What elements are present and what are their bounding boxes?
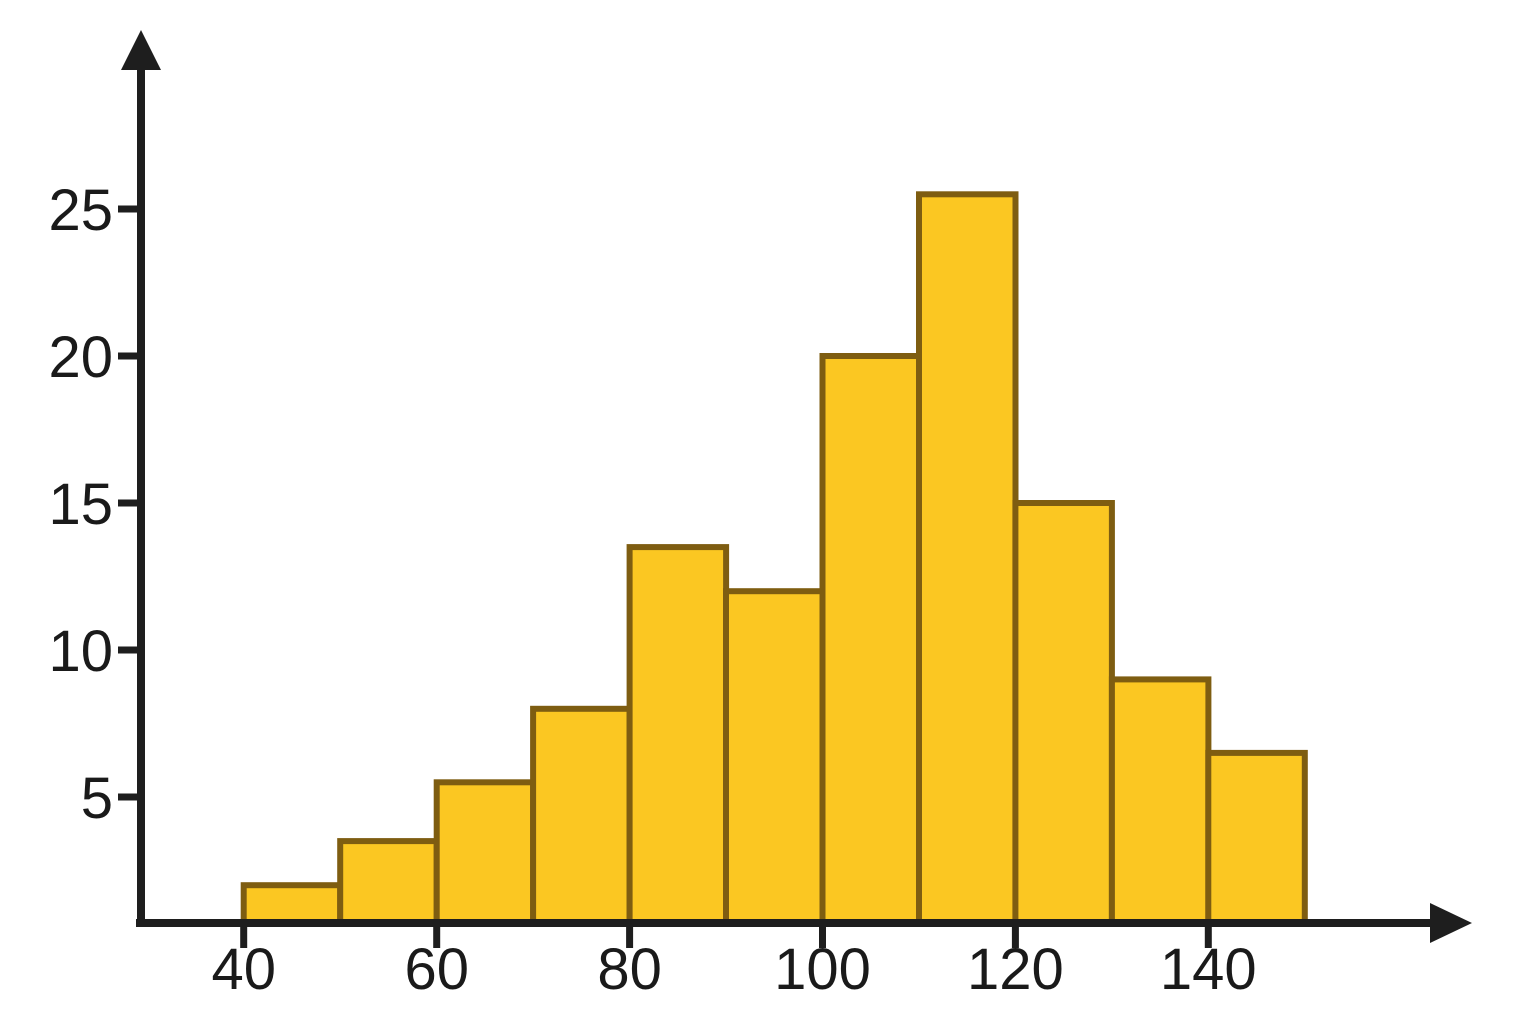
x-axis-tick-label: 140 <box>1160 937 1257 1002</box>
histogram-bar <box>240 882 344 927</box>
histogram-bar <box>626 544 730 926</box>
histogram-bar <box>1012 500 1115 926</box>
y-axis-arrowhead-icon <box>121 30 161 70</box>
histogram-bar <box>723 588 826 926</box>
histogram-bar <box>337 838 440 926</box>
histogram-bar <box>530 705 633 926</box>
y-axis-tick-label: 15 <box>48 472 113 537</box>
y-axis-tick-label: 25 <box>48 178 113 243</box>
histogram-bar <box>1108 676 1212 927</box>
x-axis-tick-label: 40 <box>211 937 276 1002</box>
histogram-bar <box>1205 749 1308 927</box>
x-axis-tick-label: 120 <box>967 937 1064 1002</box>
x-axis-tick-label: 100 <box>774 937 871 1002</box>
y-axis-tick-label: 10 <box>48 619 113 684</box>
y-axis-tick-label: 20 <box>48 325 113 390</box>
histogram-bar <box>433 779 537 926</box>
x-axis-tick-label: 80 <box>597 937 662 1002</box>
histogram-bar <box>916 191 1019 927</box>
y-axis-tick-label: 5 <box>81 766 113 831</box>
histogram-bar <box>819 353 922 926</box>
x-axis-tick-label: 60 <box>404 937 469 1002</box>
x-axis-arrowhead-icon <box>1430 903 1472 943</box>
